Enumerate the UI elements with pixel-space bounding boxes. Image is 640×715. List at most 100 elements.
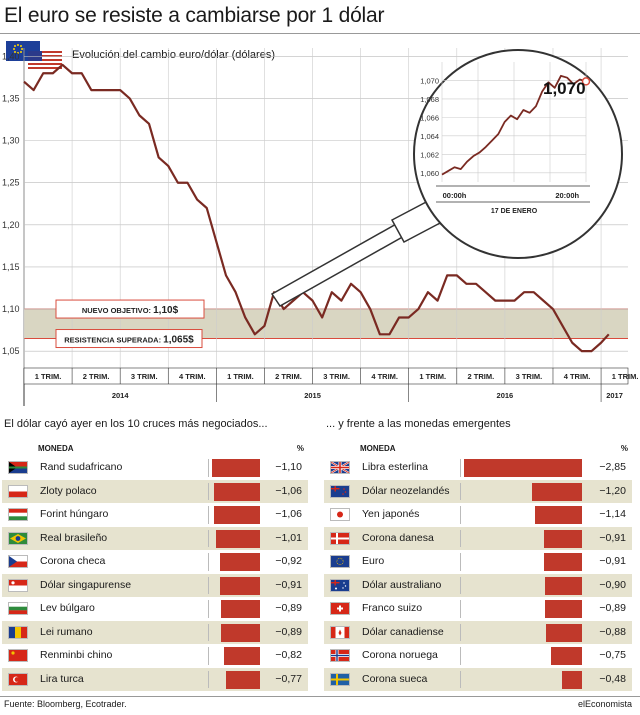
value-bar [219, 553, 260, 571]
ca-flag-icon [330, 625, 350, 639]
column-header-percent: % [296, 444, 304, 453]
table-row: Corona noruega −0,75 [324, 644, 632, 668]
currency-name: Corona checa [40, 555, 106, 567]
value-label: −1,10 [275, 461, 302, 473]
x-year-label: 2016 [497, 391, 514, 400]
value-bar [213, 482, 260, 501]
x-year-label: 2014 [112, 391, 130, 400]
table-title-left: El dólar cayó ayer en los 10 cruces más … [4, 418, 268, 430]
column-divider [208, 482, 209, 500]
source-note: Fuente: Bloomberg, Ecotrader. [4, 699, 127, 709]
annotation-label: RESISTENCIA SUPERADA: [64, 336, 163, 345]
cn-flag-icon [8, 649, 28, 662]
table-row: Lev búlgaro −0,89 [2, 597, 308, 621]
jp-flag-icon [330, 508, 350, 521]
column-divider [208, 647, 209, 665]
y-tick-label: 1,20 [2, 220, 20, 230]
nz-flag-icon [330, 484, 350, 498]
table-row: Rand sudafricano −1,10 [2, 456, 308, 480]
currency-name: Dólar singapurense [40, 578, 132, 591]
currency-name: Yen japonés [362, 508, 420, 520]
table-left: MONEDA % Rand sudafricano −1,10 Zloty pola… [2, 436, 308, 691]
x-tick-label: 4 TRIM. [371, 372, 398, 381]
table-row: Renminbi chino −0,82 [2, 644, 308, 668]
value-bar [544, 553, 582, 571]
x-tick-label: 2 TRIM. [83, 372, 110, 381]
currency-name: Real brasileño [40, 531, 108, 544]
column-divider [460, 623, 461, 641]
value-label: −0,91 [599, 555, 626, 567]
sg-flag-icon [8, 578, 28, 592]
za-flag-icon [8, 461, 28, 474]
value-label: −0,89 [599, 602, 626, 614]
value-bar [532, 482, 582, 501]
table-header: MONEDA % [324, 436, 632, 456]
table-row: Yen japonés −1,14 [324, 503, 632, 527]
table-right: MONEDA % Libra esterlina −2,85 Dólar neoze… [324, 436, 632, 691]
column-divider [460, 482, 461, 500]
inset-series-line [441, 74, 587, 176]
x-tick-label: 1 TRIM. [419, 372, 446, 381]
bg-flag-icon [8, 602, 28, 615]
x-axis-band [23, 367, 629, 385]
inset-y-tick-label: 1,066 [420, 113, 439, 122]
value-bar [545, 623, 582, 642]
value-bar [221, 623, 260, 642]
table-row: Corona danesa −0,91 [324, 526, 632, 550]
br-flag-icon [8, 531, 28, 545]
x-tick-label: 4 TRIM. [179, 372, 206, 381]
table-row: Dólar neozelandés −1,20 [324, 479, 632, 503]
column-divider [460, 670, 461, 688]
column-divider [460, 529, 461, 547]
currency-name: Renminbi chino [40, 649, 113, 661]
title-divider [0, 33, 640, 34]
value-label: −1,14 [599, 508, 626, 520]
y-tick-label: 1,10 [2, 304, 20, 314]
column-header-currency: MONEDA [360, 444, 396, 453]
inset-last-point [581, 77, 591, 86]
inset-y-tick-label: 1,068 [420, 95, 439, 104]
currency-name: Euro [362, 555, 385, 567]
value-label: −0,75 [599, 649, 626, 661]
x-tick-label: 1 TRIM. [612, 372, 639, 381]
inset-y-tick-label: 1,064 [420, 132, 439, 141]
x-tick-label: 4 TRIM. [564, 372, 591, 381]
value-bar [534, 506, 582, 524]
table-row: Dólar singapurense −0,91 [2, 573, 308, 597]
y-tick-label: 1,35 [2, 94, 20, 104]
currency-name: Corona sueca [362, 672, 428, 685]
value-label: −0,91 [599, 531, 626, 544]
value-bar [221, 600, 260, 618]
value-label: −0,89 [275, 625, 302, 638]
page-title: El euro se resiste a cambiarse por 1 dól… [4, 4, 385, 27]
column-header-percent: % [620, 444, 628, 453]
footer-divider [0, 696, 640, 697]
currency-name: Franco suizo [362, 602, 423, 614]
table-row: Corona checa −0,92 [2, 550, 308, 574]
x-year-label: 2017 [606, 391, 623, 400]
value-bar [212, 459, 260, 477]
inset-y-tick-label: 1,062 [420, 150, 439, 159]
ch-flag-icon [330, 602, 350, 615]
table-row: Libra esterlina −2,85 [324, 456, 632, 480]
value-bar [224, 647, 260, 665]
value-bar [544, 529, 582, 548]
x-tick-label: 1 TRIM. [227, 372, 254, 381]
table-row: Real brasileño −1,01 [2, 526, 308, 550]
column-header-currency: MONEDA [38, 444, 74, 453]
table-row: Franco suizo −0,89 [324, 597, 632, 621]
x-tick-label: 3 TRIM. [516, 372, 543, 381]
annotation-box [55, 329, 203, 349]
brand-logo: elEconomista [577, 699, 632, 709]
table-row: Forint húngaro −1,06 [2, 503, 308, 527]
x-year-label: 2015 [304, 391, 321, 400]
value-bar [550, 647, 582, 665]
y-tick-label: 1,30 [2, 136, 20, 146]
column-divider [208, 670, 209, 688]
y-tick-label: 1,25 [2, 178, 20, 188]
value-label: −1,06 [275, 508, 302, 520]
value-label: −0,88 [599, 625, 626, 638]
currency-name: Lei rumano [40, 625, 93, 638]
column-divider [208, 506, 209, 524]
hu-flag-icon [8, 508, 28, 521]
